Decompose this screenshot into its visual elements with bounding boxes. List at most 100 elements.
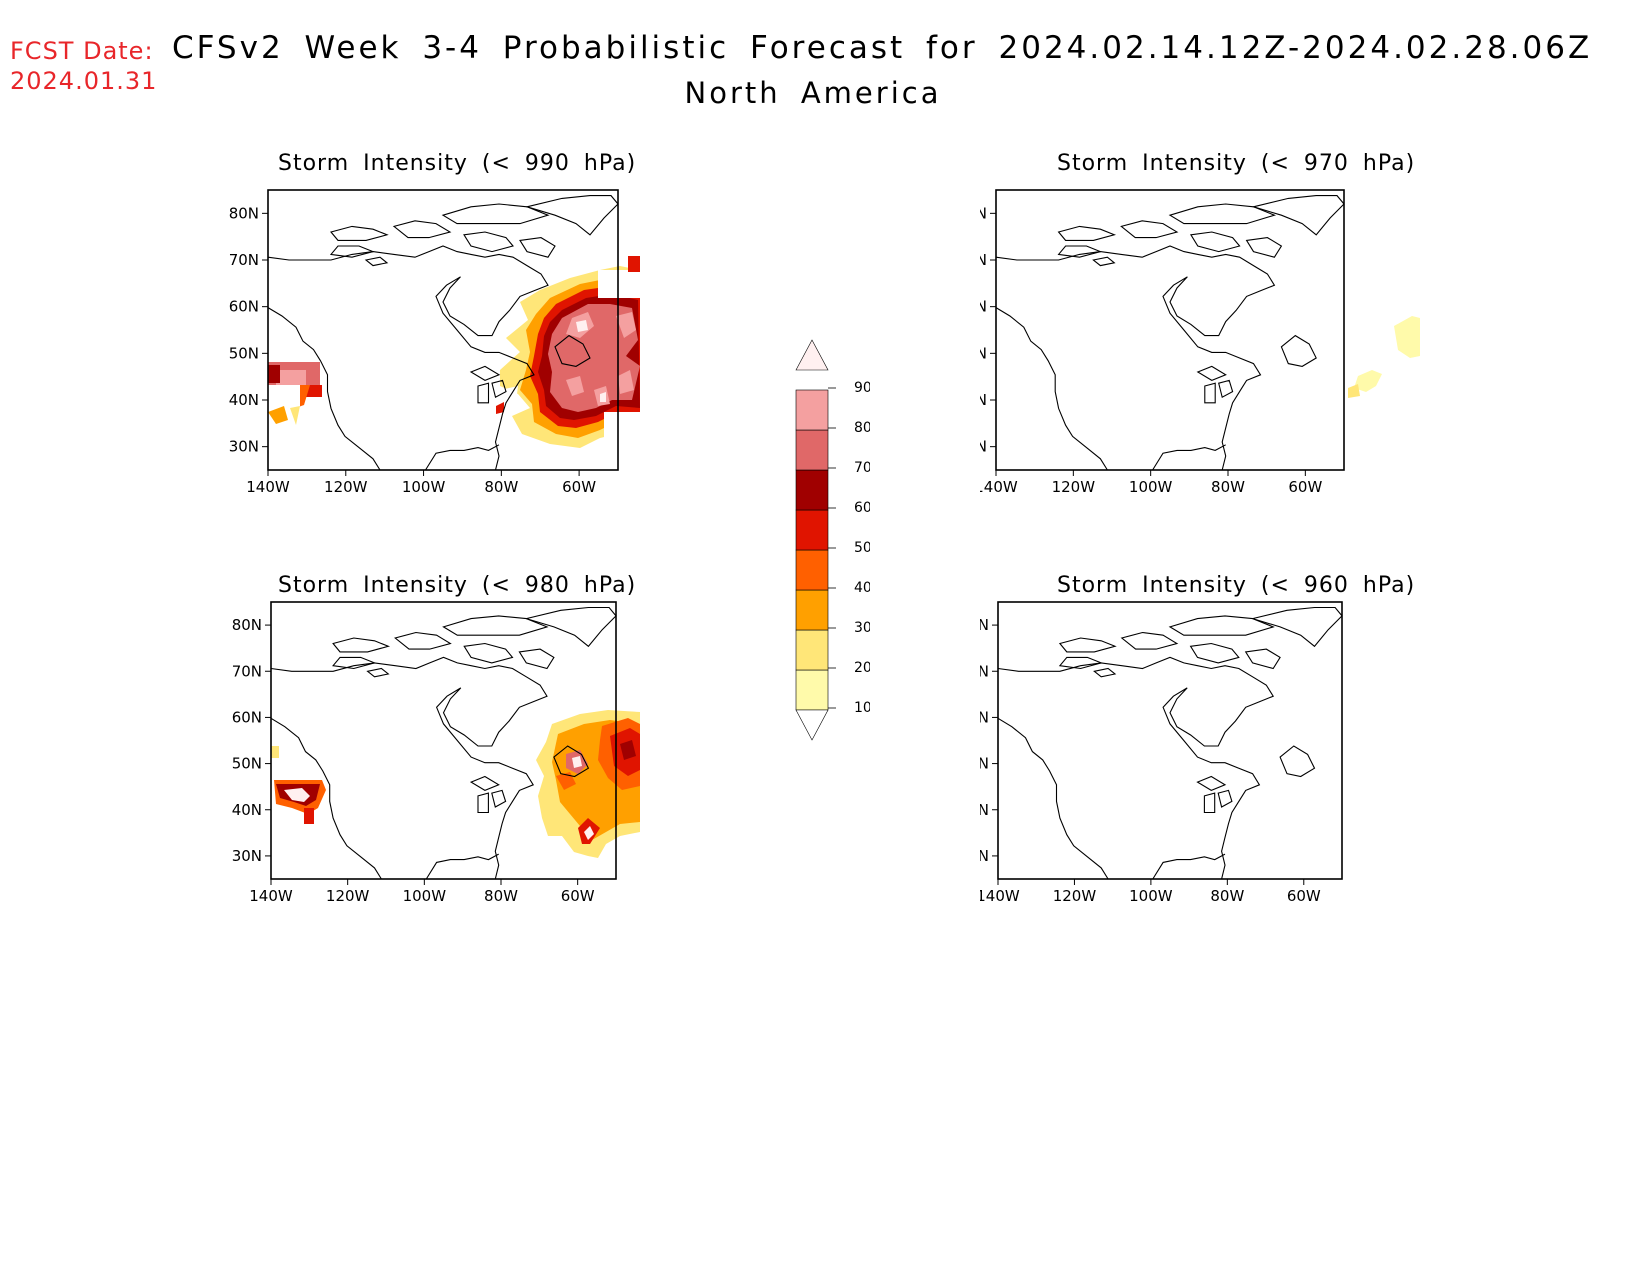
lat-label: 40N xyxy=(980,801,989,819)
colorbar-label-40: 40 xyxy=(854,580,870,596)
forecast-date-block: FCST Date: 2024.01.31 xyxy=(10,36,157,96)
lat-label: 60N xyxy=(980,298,987,316)
colorbar-bottom-arrow xyxy=(795,709,829,741)
colorbar-label-10: 10 xyxy=(854,700,870,716)
colorbar-box xyxy=(795,469,829,511)
lake-outline xyxy=(1204,382,1216,404)
lat-label: 80N xyxy=(980,204,987,222)
island-outline xyxy=(1244,648,1281,670)
island-outline xyxy=(1057,245,1103,258)
lon-label: 60W xyxy=(1287,887,1321,905)
lon-label: 60W xyxy=(561,887,595,905)
lat-label: 80N xyxy=(232,616,262,634)
lon-label: 120W xyxy=(1053,887,1097,905)
lon-label: 80W xyxy=(484,887,518,905)
lat-label: 50N xyxy=(229,344,259,362)
island-outline xyxy=(554,334,591,367)
map-frame xyxy=(995,189,1345,471)
coastline-gulf xyxy=(1152,444,1226,471)
coastline xyxy=(267,195,619,471)
lat-label: 40N xyxy=(980,391,987,409)
lake-outline xyxy=(491,789,507,808)
lon-label: 140W xyxy=(249,887,293,905)
lat-label: 70N xyxy=(980,251,987,269)
map-panel-990: 80N 70N 60N 50N 40N 30N 140W 120W 100W 80W 60W xyxy=(229,189,640,496)
lat-label: 40N xyxy=(232,801,262,819)
lon-label: 140W xyxy=(980,887,1020,905)
island-outline xyxy=(1093,667,1117,678)
page-title: CFSv2 Week 3-4 Probabilistic Forecast fo… xyxy=(172,30,1593,66)
island-outline xyxy=(1280,334,1317,367)
island-outline xyxy=(1092,256,1116,267)
lat-label: 30N xyxy=(232,847,262,865)
lat-label: 80N xyxy=(229,204,259,222)
lake-outline xyxy=(469,365,501,382)
coastline xyxy=(997,606,1343,880)
island-outline xyxy=(518,648,555,670)
lake-outline xyxy=(1196,775,1227,792)
lake-outline xyxy=(1217,789,1233,808)
region-label: North America xyxy=(684,76,942,110)
lon-label: 140W xyxy=(980,478,1018,496)
island-outline xyxy=(1120,220,1179,239)
lat-label: 50N xyxy=(232,755,262,773)
island-outline xyxy=(394,631,452,650)
island-outline xyxy=(463,231,514,253)
coastline-gulf xyxy=(425,853,499,880)
colorbar-box xyxy=(795,669,829,711)
lon-label: 100W xyxy=(402,478,446,496)
island-outline xyxy=(364,256,389,267)
coastline xyxy=(270,606,617,880)
island-outline xyxy=(524,606,617,648)
lat-label: 60N xyxy=(232,708,262,726)
coastline-north xyxy=(995,245,1276,471)
lon-label: 80W xyxy=(484,478,518,496)
island-outline xyxy=(1120,631,1179,650)
lat-label: 60N xyxy=(229,298,259,316)
island-outline xyxy=(366,667,390,678)
lon-label: 100W xyxy=(1129,887,1173,905)
coastline-north xyxy=(997,656,1275,880)
lake-outline xyxy=(477,382,490,404)
coastline-north xyxy=(270,656,548,880)
colorbar-label-70: 70 xyxy=(854,460,870,476)
colorbar-label-20: 20 xyxy=(854,660,870,676)
lon-label: 140W xyxy=(246,478,290,496)
lake-outline xyxy=(1218,379,1234,399)
map-frame xyxy=(267,189,619,471)
colorbar-label-30: 30 xyxy=(854,620,870,636)
map-content: 80N 70N 60N 50N 40N 30N 140W 120W 100W 80W 60W xyxy=(229,189,619,496)
coastline-gulf xyxy=(1152,853,1226,880)
probability-shading-990 xyxy=(268,256,640,487)
coastline xyxy=(995,195,1345,471)
lon-label: 60W xyxy=(1288,478,1322,496)
island-outline xyxy=(1189,231,1241,253)
map-panel-960: 80N 70N 60N 50N 40N 30N 140W 120W 100W 80W 60W xyxy=(980,601,1343,905)
lon-label: 120W xyxy=(326,887,370,905)
colorbar-label-90: 90 xyxy=(854,380,870,396)
island-outline xyxy=(332,637,391,653)
lat-label: 50N xyxy=(980,755,989,773)
colorbar-box xyxy=(795,589,829,631)
map-panel-980: 80N 70N 60N 50N 40N 30N 140W 120W 100W 80W 60W xyxy=(232,601,640,905)
probability-shading-970 xyxy=(1348,316,1420,398)
lat-label: 30N xyxy=(229,438,259,456)
island-outline xyxy=(1058,656,1103,670)
lat-label: 30N xyxy=(980,847,989,865)
lat-label: 40N xyxy=(229,391,259,409)
lon-label: 60W xyxy=(562,478,596,496)
lon-label: 120W xyxy=(1052,478,1096,496)
lon-label: 80W xyxy=(1211,478,1245,496)
region-subtitle: North America xyxy=(0,76,1650,110)
island-outline xyxy=(442,615,549,636)
island-outline xyxy=(1250,606,1343,648)
coastline-north xyxy=(267,245,549,471)
panel-title-980: Storm Intensity (< 980 hPa) xyxy=(278,573,637,598)
lake-outline xyxy=(477,792,489,814)
island-outline xyxy=(329,245,375,258)
colorbar-label-50: 50 xyxy=(854,540,870,556)
map-content: 80N 70N 60N 50N 40N 30N 140W 120W 100W 80W 60W xyxy=(980,601,1343,905)
lat-label: 80N xyxy=(980,616,989,634)
colorbar-box xyxy=(795,549,829,591)
island-outline xyxy=(1168,615,1275,636)
